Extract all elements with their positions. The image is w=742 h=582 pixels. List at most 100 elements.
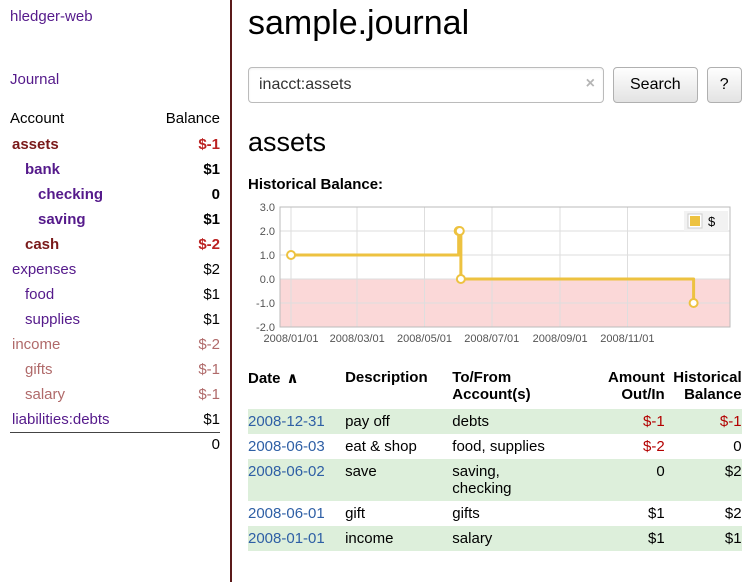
account-row: saving $1 [10, 207, 220, 232]
page-title: sample.journal [248, 4, 470, 42]
svg-text:2008/09/01: 2008/09/01 [533, 333, 588, 345]
account-balance: $-2 [198, 336, 220, 353]
clear-search-icon[interactable]: × [585, 75, 595, 92]
svg-text:$: $ [708, 214, 716, 229]
account-tree: Account Balance assets $-1 bank $1 checking 0… [10, 108, 220, 457]
account-balance: $-1 [198, 386, 220, 403]
description-column-header: Description [345, 369, 428, 386]
transaction-balance: $2 [724, 505, 742, 522]
svg-text:2008/03/01: 2008/03/01 [330, 333, 385, 345]
account-heading: assets [248, 127, 327, 157]
svg-text:1.0: 1.0 [260, 250, 275, 262]
account-link[interactable]: supplies [25, 311, 81, 328]
transaction-date-cell: 2008-01-01 [248, 526, 345, 551]
transaction-date-cell: 2008-06-03 [248, 434, 345, 459]
transaction-date-cell: 2008-06-02 [248, 459, 345, 501]
account-balance: $-1 [198, 136, 220, 153]
account-row: assets $-1 [10, 132, 220, 157]
transaction-date-link[interactable]: 2008-06-03 [248, 438, 325, 455]
account-row: gifts $-1 [10, 357, 220, 382]
svg-text:0.0: 0.0 [260, 274, 275, 286]
transaction-date-cell: 2008-12-31 [248, 409, 345, 434]
search-form: × Search ? [248, 67, 742, 103]
account-row: food $1 [10, 282, 220, 307]
transaction-accounts: saving, checking [452, 463, 512, 497]
svg-text:2008/01/01: 2008/01/01 [263, 333, 318, 345]
account-balance: $2 [203, 261, 220, 278]
account-link[interactable]: income [12, 336, 61, 353]
account-link[interactable]: assets [12, 136, 59, 153]
sidebar: hledger-web Journal Account Balance asse… [0, 0, 232, 582]
chart-title: Historical Balance: [248, 176, 384, 193]
svg-text:2008/11/01: 2008/11/01 [600, 333, 654, 345]
transaction-balance: $1 [724, 530, 742, 547]
account-link[interactable]: liabilities:debts [12, 411, 110, 428]
transaction-date-cell: 2008-06-01 [248, 501, 345, 526]
account-link[interactable]: bank [25, 161, 61, 178]
account-row: income $-2 [10, 332, 220, 357]
total-balance: 0 [211, 436, 220, 453]
account-link[interactable]: salary [25, 386, 66, 403]
date-column-header[interactable]: Date ∧ [248, 367, 345, 409]
account-row: liabilities:debts $1 [10, 407, 220, 432]
account-balance: $1 [203, 211, 220, 228]
transaction-date-link[interactable]: 2008-06-01 [248, 505, 325, 522]
account-link[interactable]: saving [38, 211, 86, 228]
account-link[interactable]: gifts [25, 361, 53, 378]
account-balance: 0 [211, 186, 220, 203]
transaction-amount: $-2 [643, 438, 665, 455]
svg-text:2008/05/01: 2008/05/01 [397, 333, 452, 345]
transaction-description: eat & shop [345, 438, 417, 455]
account-balance: $1 [203, 161, 220, 178]
register-row: 2008-06-01 gift gifts $1 $2 [248, 501, 742, 526]
account-link[interactable]: checking [38, 186, 104, 203]
transaction-accounts: food, supplies [452, 438, 545, 455]
account-link[interactable]: cash [25, 236, 60, 253]
account-balance: $-2 [198, 236, 220, 253]
register-row: 2008-12-31 pay off debts $-1 $-1 [248, 409, 742, 434]
account-balance: $1 [203, 411, 220, 428]
balance-column-header: Historical Balance [673, 369, 742, 403]
account-balance: $1 [203, 286, 220, 303]
transaction-date-link[interactable]: 2008-06-02 [248, 463, 325, 480]
sort-ascending-icon: ∧ [286, 370, 299, 387]
search-input[interactable] [248, 67, 604, 103]
svg-text:2.0: 2.0 [260, 226, 275, 238]
search-field-wrap: × [248, 67, 604, 103]
svg-text:-2.0: -2.0 [256, 322, 275, 334]
search-button[interactable]: Search [613, 67, 698, 103]
account-tree-header: Account Balance [10, 108, 220, 132]
svg-text:-1.0: -1.0 [256, 298, 275, 310]
transaction-description: income [345, 530, 394, 547]
transaction-date-link[interactable]: 2008-12-31 [248, 413, 325, 430]
transaction-description: save [345, 463, 377, 480]
svg-text:2008/07/01: 2008/07/01 [464, 333, 519, 345]
account-row: checking 0 [10, 182, 220, 207]
app-title-link[interactable]: hledger-web [10, 8, 93, 25]
account-row: cash $-2 [10, 232, 220, 257]
amount-column-header: Amount Out/In [608, 369, 665, 403]
account-row: bank $1 [10, 157, 220, 182]
account-column-header: Account [10, 110, 65, 127]
transaction-accounts: salary [452, 530, 493, 547]
main-content: sample.journal × Search ? assets Histori… [232, 0, 742, 582]
transaction-amount: $1 [648, 505, 665, 522]
transaction-accounts: gifts [452, 505, 480, 522]
transaction-description: pay off [345, 413, 390, 430]
register-row: 2008-01-01 income salary $1 $1 [248, 526, 742, 551]
account-table-body: assets $-1 bank $1 checking 0 saving $1 cash $-2 e… [10, 132, 220, 432]
register-header-row: Date ∧ Description To/From Account(s) Amo… [248, 367, 742, 409]
account-balance: $1 [203, 311, 220, 328]
help-button[interactable]: ? [706, 67, 742, 103]
transaction-description: gift [345, 505, 366, 522]
journal-nav-link[interactable]: Journal [10, 71, 60, 88]
register-body: 2008-12-31 pay off debts $-1 $-1 2008-06-03 ea… [248, 409, 742, 551]
account-link[interactable]: expenses [12, 261, 77, 278]
account-total-row: 0 [10, 432, 220, 457]
transaction-amount: $-1 [643, 413, 665, 430]
account-row: supplies $1 [10, 307, 220, 332]
register-table: Date ∧ Description To/From Account(s) Amo… [248, 367, 742, 551]
transaction-date-link[interactable]: 2008-01-01 [248, 530, 325, 547]
account-link[interactable]: food [25, 286, 55, 303]
